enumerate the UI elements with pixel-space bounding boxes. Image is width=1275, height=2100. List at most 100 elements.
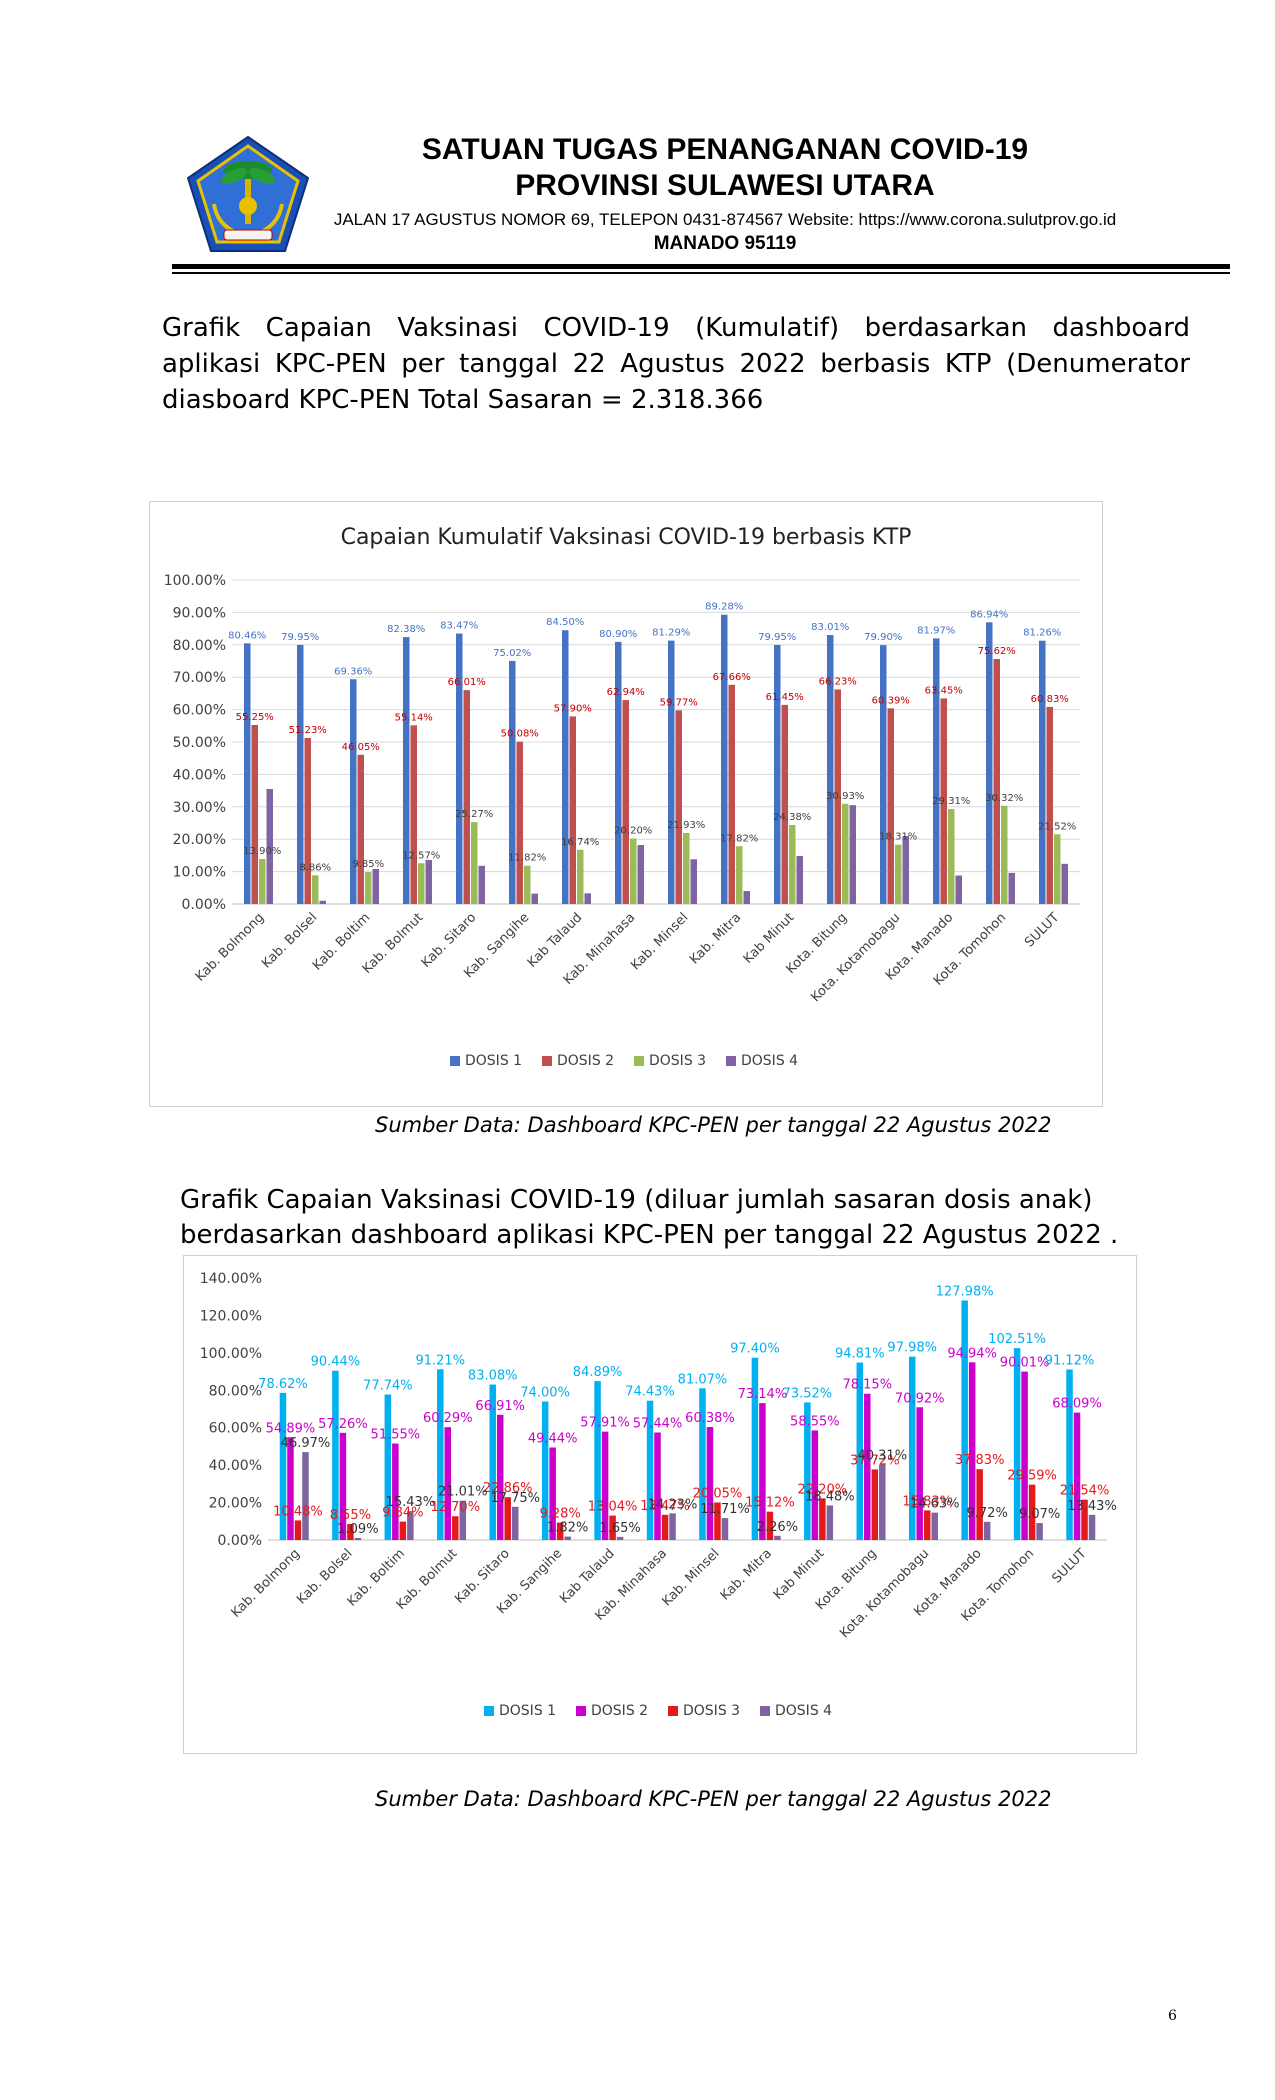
bar-dosis-4 [1008, 872, 1015, 904]
data-label: 21.01% [438, 1485, 488, 1500]
bar-dosis-2 [887, 708, 894, 904]
bar-dosis-2 [569, 716, 576, 904]
bar-dosis-4 [826, 1505, 834, 1540]
bar-dosis-2 [304, 738, 311, 904]
chart2-container: 0.00% 20.00% 40.00% 60.00% 80.00% 100.00% 120.… [183, 1255, 1137, 1754]
data-label: 73.52% [783, 1386, 833, 1401]
bar-dosis-3 [347, 1523, 354, 1540]
header-address: JALAN 17 AGUSTUS NOMOR 69, TELEPON 0431-… [333, 210, 1117, 229]
bar-dosis-3 [524, 865, 531, 904]
bar-dosis-2 [1073, 1412, 1081, 1540]
bar-dosis-1 [279, 1392, 287, 1540]
bar-dosis-4 [721, 1518, 729, 1540]
data-label: 68.09% [1052, 1397, 1102, 1412]
data-label: 15.43% [386, 1495, 436, 1510]
y-tick-label: 70.00% [173, 670, 226, 686]
legend-label: DOSIS 2 [557, 1053, 614, 1069]
bar-dosis-2 [1046, 706, 1053, 904]
bar-dosis-1 [1013, 1348, 1021, 1540]
bar-dosis-2 [781, 704, 788, 904]
data-label: 18.31% [879, 832, 917, 843]
bar-dosis-2 [675, 710, 682, 904]
chart1-svg: Capaian Kumulatif Vaksinasi COVID-19 ber… [164, 525, 1080, 1069]
bar-dosis-3 [1081, 1499, 1088, 1540]
legend-label: DOSIS 2 [591, 1703, 648, 1719]
bar-dosis-4 [616, 1536, 624, 1540]
data-label: 127.98% [936, 1284, 994, 1299]
data-label: 61.45% [766, 692, 804, 703]
data-label: 84.89% [573, 1365, 623, 1380]
bar-dosis-4 [459, 1500, 467, 1540]
bar-dosis-1 [541, 1401, 549, 1540]
bar-dosis-2 [444, 1427, 452, 1540]
bar-dosis-3 [714, 1502, 721, 1540]
bar-dosis-4 [1036, 1523, 1043, 1540]
data-label: 59.77% [660, 697, 698, 708]
legend-swatch [726, 1056, 736, 1066]
bar-dosis-3 [294, 1520, 302, 1540]
section1-line: Grafik Capaian Vaksinasi COVID-19 (Kumul… [162, 313, 1190, 343]
category-label: Kab Minut [741, 910, 798, 967]
bar-dosis-3 [895, 844, 902, 904]
bar-dosis-3 [630, 838, 637, 904]
chart1-container: Capaian Kumulatif Vaksinasi COVID-19 ber… [149, 501, 1103, 1107]
data-label: 13.90% [243, 846, 281, 857]
bar-dosis-2 [759, 1403, 766, 1540]
header-rule-thick [172, 264, 1230, 269]
y-tick-label: 90.00% [173, 605, 226, 621]
y-tick-label: 0.00% [182, 897, 226, 913]
bar-dosis-3 [948, 809, 955, 904]
bar-dosis-1 [751, 1357, 759, 1540]
data-label: 20.05% [693, 1486, 743, 1501]
chart2-svg: 0.00% 20.00% 40.00% 60.00% 80.00% 100.00% 120.… [200, 1271, 1117, 1719]
bar-dosis-4 [564, 1536, 571, 1540]
bar-dosis-1 [774, 644, 781, 904]
data-label: 46.97% [281, 1436, 331, 1451]
data-label: 8.86% [299, 862, 331, 873]
bar-dosis-1 [594, 1381, 601, 1540]
data-label: 86.94% [970, 609, 1008, 620]
data-label: 22.86% [483, 1481, 533, 1496]
bar-dosis-3 [471, 822, 478, 904]
bar-dosis-3 [736, 846, 743, 904]
bar-dosis-2 [706, 1427, 714, 1540]
section2-line: berdasarkan dashboard aplikasi KPC-PEN p… [180, 1220, 1119, 1250]
data-label: 57.90% [554, 703, 592, 714]
bar-dosis-1 [489, 1384, 496, 1540]
data-label: 73.14% [738, 1387, 788, 1402]
bar-dosis-4 [879, 1464, 886, 1540]
data-label: 9.28% [540, 1507, 581, 1522]
data-label: 62.94% [607, 687, 645, 698]
data-label: 15.12% [745, 1496, 795, 1511]
bar-dosis-3 [766, 1511, 774, 1540]
bar-dosis-4 [849, 805, 856, 904]
legend-swatch [576, 1706, 586, 1716]
bar-dosis-2 [251, 724, 258, 904]
bar-dosis-1 [646, 1400, 654, 1540]
data-label: 78.15% [842, 1378, 892, 1393]
bar-dosis-1 [804, 1402, 811, 1540]
y-tick-label: 20.00% [209, 1496, 262, 1512]
bar-dosis-2 [654, 1432, 661, 1540]
data-label: 66.91% [475, 1399, 525, 1414]
data-label: 74.43% [625, 1385, 675, 1400]
data-label: 57.91% [580, 1416, 630, 1431]
data-label: 11.82% [508, 853, 546, 864]
y-tick-label: 50.00% [173, 735, 226, 751]
bar-dosis-4 [774, 1535, 781, 1540]
bar-dosis-2 [410, 725, 417, 904]
bar-dosis-2 [339, 1432, 347, 1540]
bar-dosis-2 [357, 754, 364, 904]
header-city: MANADO 95119 [653, 233, 797, 254]
data-label: 25.27% [455, 809, 493, 820]
bar-dosis-3 [452, 1516, 459, 1540]
legend-swatch [634, 1056, 644, 1066]
data-label: 10.48% [273, 1504, 323, 1519]
bar-dosis-3 [1054, 834, 1061, 904]
bar-dosis-3 [418, 863, 425, 904]
data-label: 84.50% [546, 617, 584, 628]
data-label: 9.84% [382, 1506, 423, 1521]
y-tick-label: 60.00% [209, 1421, 262, 1437]
bar-dosis-1 [880, 645, 887, 904]
y-tick-label: 10.00% [173, 865, 226, 881]
